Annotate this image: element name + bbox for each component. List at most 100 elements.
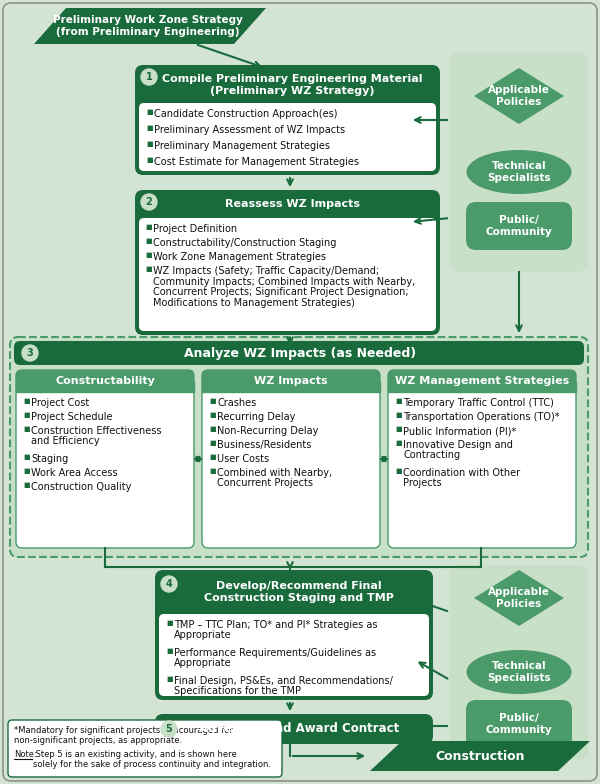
Text: Final Design, PS&Es, and Recommendations/: Final Design, PS&Es, and Recommendations… — [174, 676, 393, 686]
FancyBboxPatch shape — [8, 720, 282, 777]
Text: Work Area Access: Work Area Access — [31, 468, 118, 478]
Text: Appropriate: Appropriate — [174, 630, 232, 640]
Text: Performance Requirements/Guidelines as: Performance Requirements/Guidelines as — [174, 648, 376, 658]
FancyBboxPatch shape — [202, 370, 380, 548]
Text: 4: 4 — [166, 579, 172, 589]
Text: Technical
Specialists: Technical Specialists — [487, 661, 551, 683]
FancyBboxPatch shape — [139, 218, 436, 331]
Text: Contracting: Contracting — [403, 450, 460, 460]
FancyBboxPatch shape — [14, 341, 584, 365]
Text: WZ Impacts: WZ Impacts — [254, 376, 328, 386]
Text: ■: ■ — [395, 426, 401, 432]
FancyBboxPatch shape — [159, 614, 429, 696]
Circle shape — [22, 345, 38, 361]
Text: ■: ■ — [209, 426, 215, 432]
Polygon shape — [370, 741, 590, 771]
Text: ■: ■ — [166, 648, 173, 654]
FancyBboxPatch shape — [466, 700, 572, 748]
Text: and Efficiency: and Efficiency — [31, 436, 100, 446]
Text: WZ Management Strategies: WZ Management Strategies — [395, 376, 569, 386]
Text: ■: ■ — [23, 482, 29, 488]
Bar — [388, 382, 576, 392]
Text: ■: ■ — [395, 468, 401, 474]
Text: Develop/Recommend Final
Construction Staging and TMP: Develop/Recommend Final Construction Sta… — [204, 581, 394, 603]
Text: ■: ■ — [209, 454, 215, 460]
Text: ■: ■ — [395, 440, 401, 446]
Text: Applicable
Policies: Applicable Policies — [488, 85, 550, 107]
Text: Crashes: Crashes — [217, 398, 256, 408]
Text: Projects: Projects — [403, 478, 442, 488]
Text: Applicable
Policies: Applicable Policies — [488, 587, 550, 609]
Text: ■: ■ — [166, 620, 173, 626]
FancyBboxPatch shape — [388, 370, 576, 548]
Text: Advertise and Award Contract: Advertise and Award Contract — [199, 723, 399, 735]
Text: Constructability/Construction Staging: Constructability/Construction Staging — [153, 238, 337, 248]
Circle shape — [161, 576, 177, 592]
Text: ■: ■ — [395, 398, 401, 404]
Text: Concurrent Projects; Significant Project Designation;: Concurrent Projects; Significant Project… — [153, 287, 409, 297]
Circle shape — [141, 194, 157, 210]
FancyBboxPatch shape — [388, 370, 576, 392]
FancyBboxPatch shape — [135, 65, 440, 175]
Text: Constructability: Constructability — [55, 376, 155, 386]
Text: Project Cost: Project Cost — [31, 398, 89, 408]
Ellipse shape — [467, 150, 571, 194]
Text: Analyze WZ Impacts (as Needed): Analyze WZ Impacts (as Needed) — [184, 347, 416, 360]
Text: ■: ■ — [23, 398, 29, 404]
Text: Non-Recurring Delay: Non-Recurring Delay — [217, 426, 319, 436]
Text: Candidate Construction Approach(es): Candidate Construction Approach(es) — [154, 109, 337, 119]
Text: Project Schedule: Project Schedule — [31, 412, 113, 422]
Text: Cost Estimate for Management Strategies: Cost Estimate for Management Strategies — [154, 157, 359, 167]
Text: Transportation Operations (TO)*: Transportation Operations (TO)* — [403, 412, 560, 422]
Text: Modifications to Management Strategies): Modifications to Management Strategies) — [153, 297, 355, 307]
Text: Community Impacts; Combined Impacts with Nearby,: Community Impacts; Combined Impacts with… — [153, 277, 415, 286]
Text: ■: ■ — [166, 676, 173, 682]
Text: ■: ■ — [209, 440, 215, 446]
Text: WZ Impacts (Safety; Traffic Capacity/Demand;: WZ Impacts (Safety; Traffic Capacity/Dem… — [153, 266, 379, 276]
Text: Public Information (PI)*: Public Information (PI)* — [403, 426, 516, 436]
Text: ■: ■ — [23, 454, 29, 460]
Polygon shape — [474, 570, 564, 626]
Text: ■: ■ — [23, 426, 29, 432]
FancyBboxPatch shape — [450, 565, 588, 760]
FancyBboxPatch shape — [16, 370, 194, 392]
Text: ■: ■ — [23, 412, 29, 418]
Text: ■: ■ — [146, 157, 152, 163]
Text: 5: 5 — [166, 724, 172, 734]
Text: ■: ■ — [209, 398, 215, 404]
Text: Combined with Nearby,: Combined with Nearby, — [217, 468, 332, 478]
Text: ■: ■ — [146, 141, 152, 147]
Text: Project Definition: Project Definition — [153, 224, 237, 234]
Text: Note:: Note: — [14, 750, 37, 759]
Text: Technical
Specialists: Technical Specialists — [487, 162, 551, 183]
FancyBboxPatch shape — [16, 370, 194, 548]
Text: 3: 3 — [26, 348, 34, 358]
FancyBboxPatch shape — [202, 370, 380, 392]
Text: Recurring Delay: Recurring Delay — [217, 412, 295, 422]
Text: Construction Effectiveness: Construction Effectiveness — [31, 426, 161, 436]
Text: ■: ■ — [145, 224, 152, 230]
Text: Specifications for the TMP: Specifications for the TMP — [174, 686, 301, 696]
Polygon shape — [474, 68, 564, 124]
Polygon shape — [34, 8, 266, 44]
FancyBboxPatch shape — [450, 52, 588, 272]
Bar — [202, 382, 380, 392]
Text: Business/Residents: Business/Residents — [217, 440, 311, 450]
Text: ■: ■ — [145, 252, 152, 258]
FancyBboxPatch shape — [135, 190, 440, 335]
Circle shape — [141, 69, 157, 85]
Text: Appropriate: Appropriate — [174, 658, 232, 668]
Circle shape — [161, 721, 177, 737]
Text: ■: ■ — [145, 266, 152, 272]
Text: ■: ■ — [146, 109, 152, 115]
Text: Public/
Community: Public/ Community — [485, 215, 553, 237]
Text: Preliminary Assessment of WZ Impacts: Preliminary Assessment of WZ Impacts — [154, 125, 345, 135]
Text: Concurrent Projects: Concurrent Projects — [217, 478, 313, 488]
Text: ■: ■ — [146, 125, 152, 131]
Text: Preliminary Work Zone Strategy
(from Preliminary Engineering): Preliminary Work Zone Strategy (from Pre… — [53, 15, 243, 37]
Text: ■: ■ — [209, 412, 215, 418]
Text: Staging: Staging — [31, 454, 68, 464]
Text: Temporary Traffic Control (TTC): Temporary Traffic Control (TTC) — [403, 398, 554, 408]
Text: Step 5 is an existing activity, and is shown here
solely for the sake of process: Step 5 is an existing activity, and is s… — [33, 750, 271, 769]
Text: Work Zone Management Strategies: Work Zone Management Strategies — [153, 252, 326, 262]
